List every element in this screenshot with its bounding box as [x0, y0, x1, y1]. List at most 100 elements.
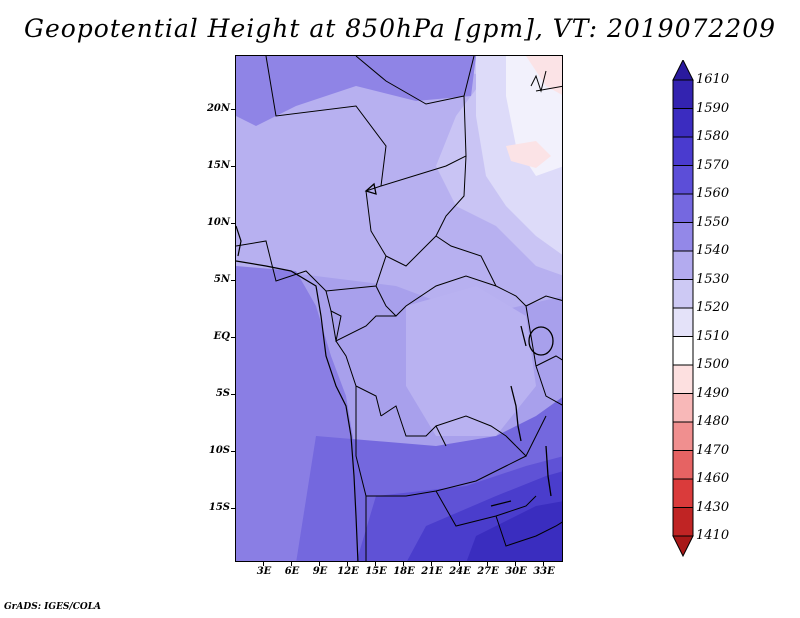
lon-tick	[515, 562, 516, 566]
lake-victoria	[528, 326, 554, 356]
lat-label-eq: EQ	[213, 331, 230, 342]
lat-label-10s: 10S	[208, 445, 230, 456]
colorbar-top-arrow	[672, 60, 694, 81]
lake-kariba	[490, 500, 512, 507]
colorbar-level-label: 1480	[696, 414, 730, 429]
lat-label-5n: 5N	[213, 274, 230, 285]
lon-label-24e: 24E	[449, 566, 471, 577]
colorbar	[672, 60, 694, 558]
colorbar-cell	[672, 222, 694, 252]
lon-label-21e: 21E	[421, 566, 443, 577]
colorbar-cell	[672, 279, 694, 309]
border-line	[535, 355, 562, 367]
lat-label-5s: 5S	[215, 388, 230, 399]
lat-label-15s: 15S	[208, 502, 230, 513]
grads-credit: GrADS: IGES/COLA	[4, 602, 102, 612]
colorbar-cell	[672, 165, 694, 195]
lon-label-27e: 27E	[477, 566, 499, 577]
map-title: Geopotential Height at 850hPa [gpm], VT:…	[23, 14, 777, 43]
colorbar-level-label: 1490	[696, 385, 730, 401]
field-zone-south-4	[466, 501, 562, 561]
border-line	[435, 155, 527, 307]
colorbar-level-label: 1610	[696, 72, 730, 87]
coast-line	[236, 260, 359, 561]
lat-label-15n: 15N	[206, 160, 230, 171]
field-zone-nw-dark	[236, 56, 476, 126]
colorbar-level-label: 1560	[696, 186, 730, 201]
lat-label-10n: 10N	[206, 217, 230, 228]
colorbar-level-label: 1510	[696, 328, 730, 344]
border-line	[380, 405, 447, 447]
border-line	[535, 85, 562, 92]
colorbar-cell	[672, 250, 694, 280]
lon-label-9e: 9E	[312, 566, 328, 577]
border-line	[355, 386, 527, 497]
lake-tanganyika	[510, 385, 522, 442]
lon-label-15e: 15E	[365, 566, 387, 577]
colorbar-level-label: 1530	[696, 271, 730, 287]
colorbar-level-label: 1460	[696, 471, 730, 486]
colorbar-cell	[672, 193, 694, 223]
lon-label-3e: 3E	[256, 566, 272, 577]
colorbar-cell	[672, 364, 694, 394]
colorbar-cell	[672, 507, 694, 537]
lon-tick	[319, 562, 320, 566]
field-zone-central	[406, 286, 536, 436]
border-line	[355, 56, 465, 105]
field-zone-pink-small	[506, 141, 551, 168]
lon-label-30e: 30E	[505, 566, 527, 577]
colorbar-level-label: 1410	[696, 528, 730, 543]
lat-tick	[231, 508, 235, 509]
colorbar-bottom-arrow	[672, 535, 694, 558]
colorbar-cell	[672, 478, 694, 508]
colorbar-level-label: 1520	[696, 300, 730, 315]
border-line	[330, 310, 382, 417]
lat-tick	[231, 451, 235, 452]
colorbar-cell	[672, 393, 694, 423]
lon-tick	[543, 562, 544, 566]
country-borders	[236, 56, 562, 561]
colorbar-level-label: 1430	[696, 499, 730, 515]
lat-label-20n: 20N	[206, 103, 230, 114]
lake-chad	[364, 182, 377, 195]
lat-tick	[231, 109, 235, 110]
colorbar-cell	[672, 79, 694, 109]
border-line	[385, 235, 437, 267]
colorbar-level-label: 1500	[696, 357, 730, 372]
lakes	[364, 182, 554, 507]
lon-label-18e: 18E	[393, 566, 415, 577]
colorbar-cell	[672, 450, 694, 480]
lon-tick	[403, 562, 404, 566]
colorbar-cell	[672, 421, 694, 451]
border-line	[515, 415, 547, 457]
colorbar-level-label: 1570	[696, 157, 730, 173]
border-line	[525, 295, 562, 307]
colorbar-cell	[672, 307, 694, 337]
map-area	[235, 55, 563, 562]
colorbar-level-label: 1590	[696, 100, 730, 116]
field-zone-pink	[526, 56, 562, 95]
lat-tick	[231, 394, 235, 395]
border-line	[435, 415, 517, 447]
lon-tick	[291, 562, 292, 566]
lake-albert	[520, 325, 527, 347]
colorbar-cell	[672, 108, 694, 138]
lat-tick	[231, 223, 235, 224]
border-line	[236, 56, 387, 292]
colorbar-cells	[672, 60, 694, 558]
colorbar-cell	[672, 336, 694, 366]
lat-tick	[231, 337, 235, 338]
lon-tick	[431, 562, 432, 566]
lat-tick	[231, 280, 235, 281]
lon-tick	[487, 562, 488, 566]
border-line	[375, 275, 497, 317]
lake-malawi	[545, 445, 552, 497]
lon-label-12e: 12E	[337, 566, 359, 577]
lon-label-6e: 6E	[284, 566, 300, 577]
lon-tick	[347, 562, 348, 566]
colorbar-level-label: 1550	[696, 214, 730, 230]
border-line	[530, 70, 547, 93]
lon-tick	[263, 562, 264, 566]
border-line	[495, 515, 562, 547]
colorbar-level-label: 1580	[696, 129, 730, 144]
